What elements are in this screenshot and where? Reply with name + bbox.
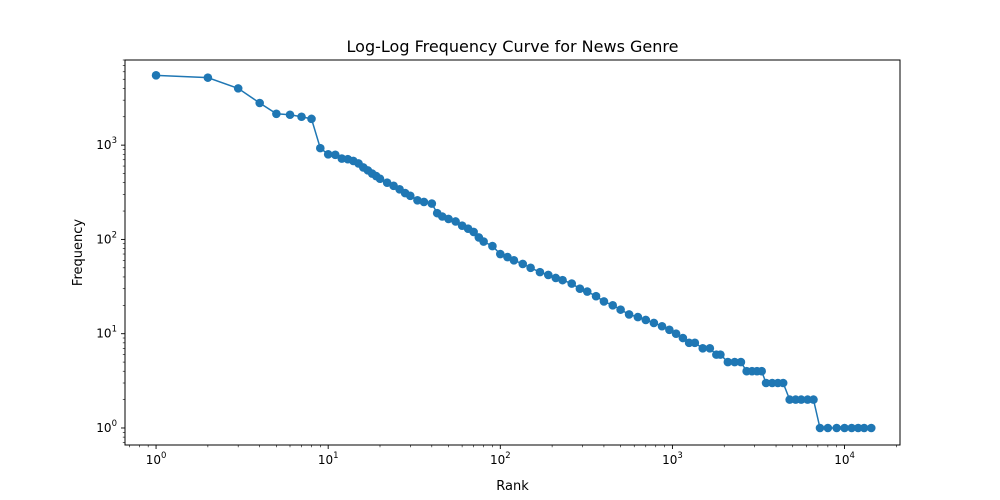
data-point [503,252,512,262]
data-point [847,423,856,433]
data-point [705,344,715,353]
data-point [203,73,213,82]
data-point [543,270,553,280]
data-point [297,112,306,122]
data-point [451,217,460,226]
data-point [698,344,708,353]
data-point [419,197,429,207]
data-point [444,214,453,224]
y-axis-ticks: 100 101 102 103 [96,59,125,443]
data-point [307,114,316,124]
data-point [151,71,161,80]
data-point [832,423,841,433]
data-point [690,338,700,348]
y-axis-label: Frequency [71,219,86,286]
data-point [785,395,794,404]
data-point [866,423,876,433]
y-tick-label: 102 [96,230,117,246]
data-point [509,256,519,265]
data-point [761,378,771,388]
series-frequency [151,71,876,433]
data-point [285,110,295,120]
data-point [567,279,577,288]
data-point [413,196,422,205]
data-point [624,310,634,319]
data-point [331,150,340,160]
data-point [406,191,415,201]
data-point [272,109,281,119]
chart-title: Log-Log Frequency Curve for News Genre [347,37,679,56]
data-point [657,321,667,331]
data-point [518,259,528,269]
data-point [809,395,818,404]
data-point [815,423,825,433]
data-point [616,305,625,314]
data-point [649,318,659,328]
data-point [641,315,651,325]
x-axis-ticks: 100 101 102 103 104 [129,445,897,467]
data-point [778,378,788,388]
data-point [479,237,488,246]
series-line [156,74,872,429]
data-point [853,423,863,433]
data-point [671,329,681,339]
data-point [582,287,592,296]
data-point [591,291,601,301]
data-point [526,263,535,273]
data-point [551,273,561,283]
data-point [803,395,812,404]
data-point [469,227,478,237]
data-point [255,98,264,108]
data-point [678,333,688,343]
data-point [633,312,643,322]
y-tick-label: 101 [96,325,117,341]
data-point [427,199,437,208]
data-point [535,267,545,277]
x-tick-label: 103 [662,451,683,467]
data-point [757,366,766,376]
data-point [723,357,733,367]
data-point [233,84,243,93]
data-point [859,423,869,433]
data-point [608,301,618,310]
data-point [716,350,725,359]
data-point [558,275,567,285]
data-point [599,297,609,306]
plot-area-frame [124,59,901,446]
data-point [575,284,585,294]
x-tick-label: 102 [490,451,511,467]
data-point [375,174,385,184]
x-tick-label: 101 [318,451,339,467]
x-axis-label: Rank [496,479,529,494]
data-point [323,149,333,159]
data-point [730,357,739,367]
data-point [796,395,806,404]
y-tick-label: 100 [96,419,117,435]
data-point [316,143,325,153]
x-tick-label: 104 [834,451,855,467]
data-point [488,241,497,251]
data-point [736,357,746,367]
data-point [382,178,392,187]
data-point [496,249,505,259]
y-tick-label: 103 [96,136,117,152]
data-point [840,423,849,433]
data-point [823,423,833,433]
x-tick-label: 100 [146,451,167,467]
data-point [665,325,674,335]
